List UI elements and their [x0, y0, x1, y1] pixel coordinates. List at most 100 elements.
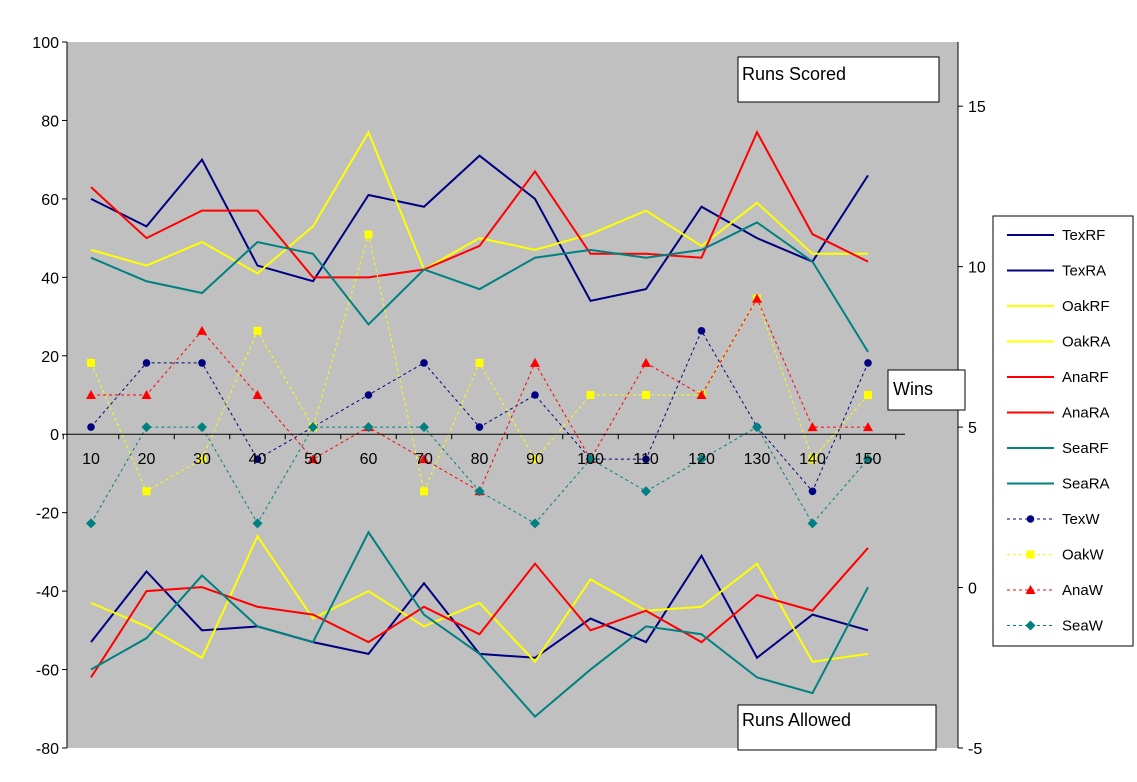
seaw-point — [863, 454, 873, 465]
texw-point — [253, 455, 262, 463]
anaw-point — [641, 357, 651, 367]
left-tick-label: -40 — [36, 584, 59, 601]
legend-label-anaw: AnaW — [1062, 582, 1104, 599]
seaw-point — [86, 518, 96, 529]
texw-point — [531, 391, 539, 399]
anaw-point — [752, 293, 762, 303]
oakw-point — [475, 358, 484, 367]
anarf-series-line — [90, 129, 869, 279]
legend-label-oakrf: OakRF — [1062, 298, 1110, 315]
oakw-point — [531, 455, 539, 464]
x-tick-label: 20 — [138, 451, 156, 468]
oakw-point — [364, 230, 373, 239]
legend-label-anarf: AnaRF — [1062, 369, 1109, 386]
anaw-point — [863, 422, 873, 432]
left-tick-label: -80 — [36, 741, 59, 758]
right-tick-label: 0 — [968, 581, 977, 598]
oakw-point — [253, 326, 262, 335]
legend-label-oakw: OakW — [1062, 547, 1105, 564]
seaw-point — [530, 518, 540, 529]
legend-label-seaw: SeaW — [1062, 618, 1104, 635]
legend-label-anara: AnaRA — [1062, 405, 1110, 422]
seaw-point — [474, 486, 485, 497]
left-tick-label: 80 — [41, 113, 59, 130]
anaw-point — [530, 357, 540, 367]
seaw-point — [641, 486, 651, 497]
right-tick-label: -5 — [968, 741, 982, 758]
x-tick-label: 140 — [799, 451, 826, 468]
oakw-point — [642, 391, 650, 399]
seaw-point — [807, 518, 818, 529]
legend-marker-texw — [1026, 515, 1035, 523]
right-tick-label: 5 — [968, 420, 977, 437]
plot-area — [67, 42, 958, 748]
x-tick-label: 80 — [471, 451, 489, 468]
oakw-point — [420, 487, 428, 496]
x-tick-label: 120 — [688, 451, 715, 468]
texw-point — [642, 455, 650, 463]
oakw-point — [864, 391, 872, 399]
texw-point — [364, 391, 373, 399]
legend — [992, 215, 1134, 647]
x-tick-label: 40 — [249, 451, 267, 468]
seaw-point — [585, 454, 596, 465]
oakrf-series-line — [90, 129, 868, 275]
anaw-point — [696, 390, 707, 399]
legend-marker-seaw — [1025, 620, 1036, 631]
anaw-point — [807, 422, 818, 432]
seaw-point — [752, 422, 762, 433]
anaw-point — [86, 390, 96, 399]
right-tick-label: 10 — [968, 260, 986, 277]
left-tick-label: 60 — [41, 192, 59, 209]
x-tick-label: 90 — [526, 451, 544, 468]
legend-label-texra: TexRA — [1062, 263, 1106, 280]
x-tick-label: 30 — [193, 451, 211, 468]
seaw-point — [197, 422, 207, 433]
x-tick-label: 150 — [855, 451, 882, 468]
legend-label-texw: TexW — [1062, 511, 1100, 528]
texw-point — [808, 487, 817, 496]
left-tick-label: 20 — [41, 349, 59, 366]
texw-point — [864, 359, 872, 367]
legend-label-texrf: TexRF — [1062, 227, 1105, 244]
oakw-point — [87, 358, 95, 367]
x-tick-label: 70 — [415, 451, 433, 468]
anaw-series-line — [91, 297, 868, 492]
runs-scored-box — [737, 56, 940, 103]
oakw-point — [142, 487, 151, 496]
legend-label-oakra: OakRA — [1062, 334, 1110, 351]
left-tick-label: -20 — [36, 506, 59, 523]
x-tick-label: 130 — [744, 451, 771, 468]
texrf-series-line — [90, 154, 869, 302]
x-tick-label: 110 — [633, 451, 659, 468]
seara-series-line — [90, 530, 869, 719]
x-tick-label: 60 — [360, 451, 378, 468]
texw-point — [142, 359, 151, 367]
texw-point — [420, 359, 428, 367]
seaw-point — [696, 454, 707, 465]
seaw-point — [363, 422, 374, 433]
wins-annotation: Wins — [893, 379, 933, 399]
seaw-point — [308, 422, 318, 433]
x-tick-label: 50 — [304, 451, 322, 468]
texw-point — [87, 423, 95, 431]
texw-point — [198, 359, 206, 367]
runs-allowed-annotation: Runs Allowed — [742, 710, 851, 730]
anaw-point — [141, 390, 152, 399]
legend-marker-oakw — [1026, 550, 1035, 559]
seaw-point — [141, 422, 152, 433]
legend-label-seara: SeaRA — [1062, 476, 1110, 493]
anaw-point — [252, 390, 263, 399]
oakw-point — [808, 455, 817, 464]
texw-point — [475, 423, 484, 431]
right-tick-label: 15 — [968, 99, 986, 116]
wins-box — [887, 369, 966, 411]
oakw-point — [198, 455, 206, 464]
seaw-point — [419, 422, 429, 433]
left-tick-label: 0 — [50, 427, 59, 444]
x-tick-label: 100 — [577, 451, 604, 468]
x-tick-label: 10 — [82, 451, 100, 468]
left-tick-label: 100 — [32, 35, 59, 52]
left-tick-label: -60 — [36, 663, 59, 680]
